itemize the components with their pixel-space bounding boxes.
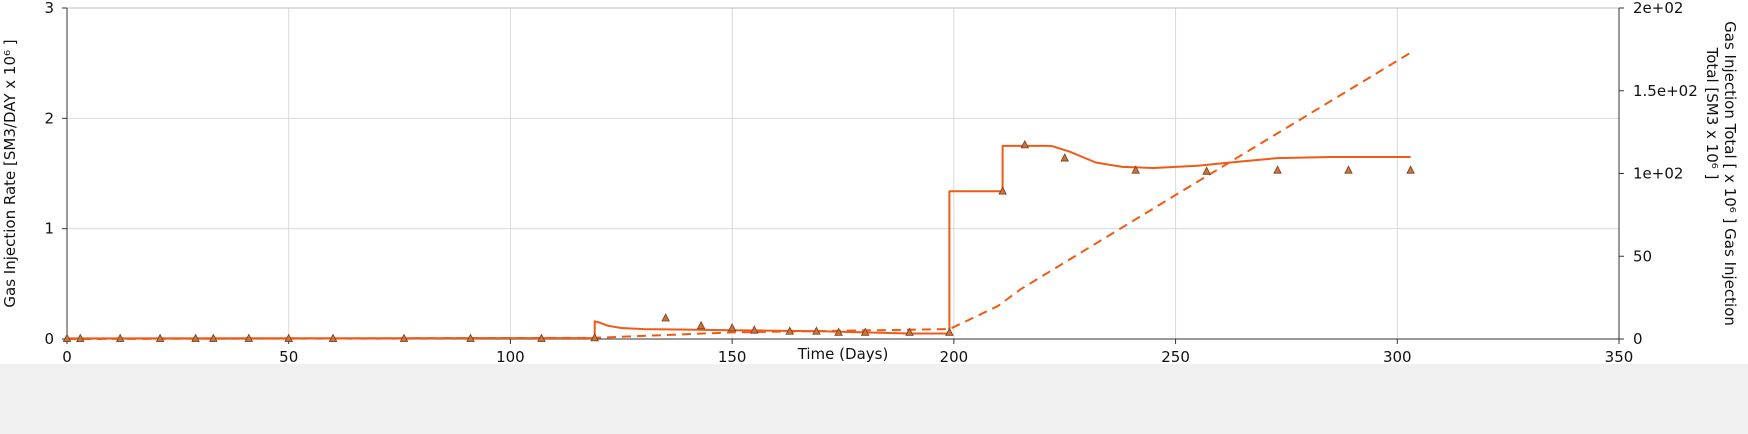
data-point-marker bbox=[1344, 165, 1353, 174]
data-point-marker bbox=[1406, 165, 1415, 174]
data-point-marker bbox=[1202, 166, 1211, 175]
data-point-marker bbox=[590, 333, 599, 342]
x-axis-title: Time (Days) bbox=[797, 345, 889, 363]
data-point-marker bbox=[466, 333, 475, 342]
left-tick-label: 1 bbox=[44, 220, 54, 238]
right-tick-label: 0 bbox=[1633, 330, 1643, 348]
data-point-marker bbox=[945, 327, 954, 336]
right-y-axis-title-line1: Gas Injection Total [ x 10⁶ ] Gas Inject… bbox=[1721, 21, 1739, 326]
data-point-marker bbox=[284, 333, 293, 342]
x-tick-label: 50 bbox=[279, 348, 298, 364]
grid bbox=[67, 8, 1619, 339]
data-point-marker bbox=[661, 313, 670, 322]
data-point-marker bbox=[76, 333, 85, 342]
left-tick-label: 2 bbox=[44, 109, 54, 127]
data-point-marker bbox=[727, 323, 737, 332]
x-tick-label: 200 bbox=[940, 348, 969, 364]
data-point-marker bbox=[328, 333, 338, 342]
data-point-marker bbox=[860, 327, 870, 336]
data-point-marker bbox=[62, 333, 72, 342]
data-point-marker bbox=[399, 333, 409, 342]
x-tick-label: 150 bbox=[718, 348, 747, 364]
data-point-marker bbox=[1060, 153, 1069, 162]
data-point-marker bbox=[1020, 139, 1030, 149]
left-y-axis-title: Gas Injection Rate [SM3/DAY x 10⁶ ] bbox=[1, 39, 19, 307]
x-tick-label: 0 bbox=[62, 348, 72, 364]
data-point-marker bbox=[785, 326, 795, 335]
plot-border bbox=[66, 7, 1620, 340]
right-tick-label: 50 bbox=[1633, 247, 1652, 265]
data-point-marker bbox=[750, 325, 759, 334]
cumulative-total-line bbox=[66, 51, 1412, 340]
right-y-axis-title-line2: Total [SM3 x 10⁶ ] bbox=[1703, 47, 1721, 180]
data-point-marker bbox=[998, 186, 1007, 195]
data-point-marker bbox=[812, 326, 821, 335]
data-point-marker bbox=[115, 333, 125, 342]
data-point-marker bbox=[1131, 165, 1140, 174]
data-point-marker bbox=[1273, 165, 1282, 174]
x-tick-label: 300 bbox=[1383, 348, 1412, 364]
data-point-marker bbox=[244, 333, 254, 342]
right-tick-label: 1e+02 bbox=[1633, 165, 1683, 183]
ticks: 0 50 100 150 200 250 300 35001230501e+021.5e+02… bbox=[44, 0, 1697, 364]
data-point-marker bbox=[834, 327, 843, 336]
series-layer bbox=[62, 51, 1415, 342]
x-tick-label: 350 bbox=[1605, 348, 1634, 364]
injection-rate-line bbox=[66, 144, 1411, 340]
right-tick-label: 2e+02 bbox=[1633, 0, 1683, 17]
footer-band bbox=[0, 364, 1748, 434]
plot-frame bbox=[66, 7, 1620, 340]
left-tick-label: 0 bbox=[44, 330, 54, 348]
left-tick-label: 3 bbox=[44, 0, 54, 17]
data-point-marker bbox=[537, 333, 546, 342]
data-point-marker bbox=[905, 327, 914, 336]
x-tick-label: 250 bbox=[1161, 348, 1190, 364]
data-point-marker bbox=[209, 333, 218, 342]
chart: 0 50 100 150 200 250 300 35001230501e+021.5e+02… bbox=[1, 0, 1739, 364]
data-point-marker bbox=[696, 320, 706, 330]
x-tick-label: 100 bbox=[496, 348, 525, 364]
right-tick-label: 1.5e+02 bbox=[1633, 82, 1698, 100]
data-point-marker bbox=[155, 333, 165, 342]
data-point-marker bbox=[191, 333, 200, 342]
